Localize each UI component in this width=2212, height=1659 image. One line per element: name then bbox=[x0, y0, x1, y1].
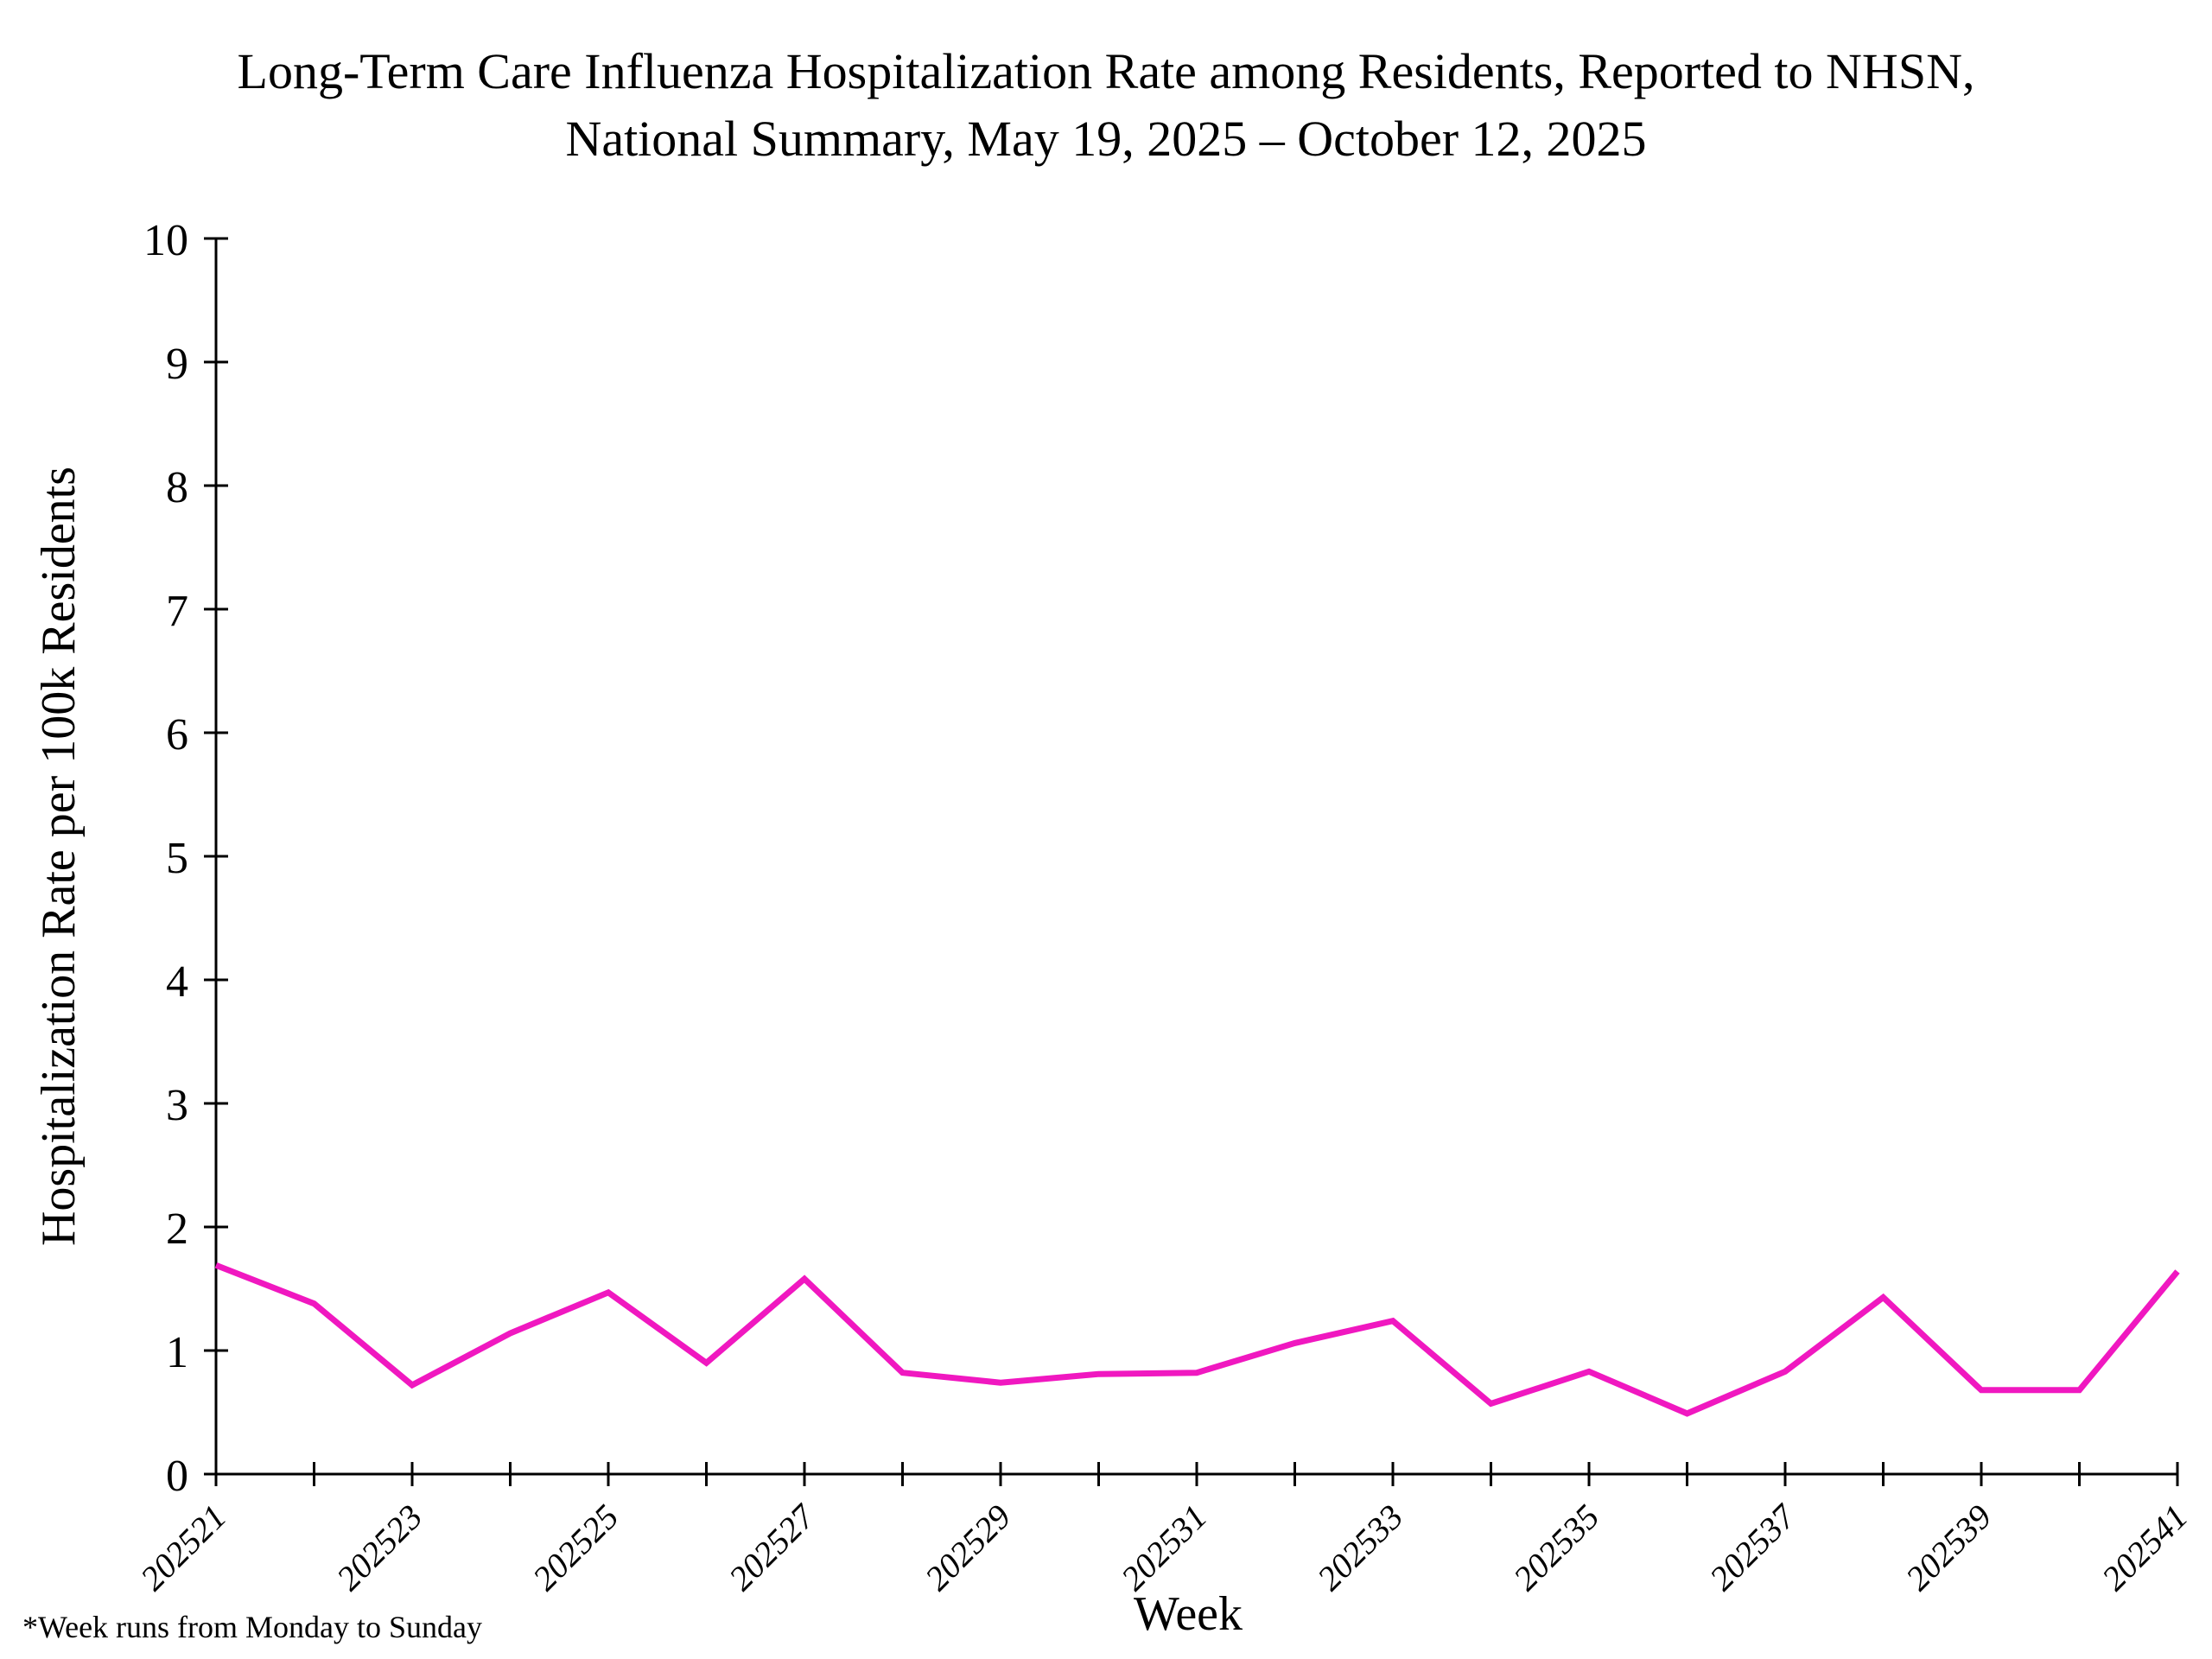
y-tick-label: 8 bbox=[166, 463, 188, 512]
y-tick-label: 2 bbox=[166, 1205, 188, 1254]
y-tick-label: 9 bbox=[166, 340, 188, 389]
y-tick-label: 1 bbox=[166, 1328, 188, 1377]
y-tick-label: 6 bbox=[166, 710, 188, 760]
y-axis-title: Hospitalization Rate per 100k Residents bbox=[32, 467, 86, 1246]
chart-title-line1: Long-Term Care Influenza Hospitalization… bbox=[237, 43, 1975, 99]
hospitalization-rate-line bbox=[214, 1262, 2180, 1417]
y-tick-label: 5 bbox=[166, 834, 188, 883]
x-axis-title: Week bbox=[1134, 1587, 1243, 1641]
chart-title: Long-Term Care Influenza Hospitalization… bbox=[0, 38, 2212, 173]
x-tick-label: 202533 bbox=[1310, 1497, 1411, 1599]
x-tick-label: 202541 bbox=[2094, 1497, 2196, 1599]
x-tick-label: 202525 bbox=[525, 1497, 626, 1599]
x-tick-label: 202529 bbox=[918, 1497, 1019, 1599]
y-tick-label: 10 bbox=[143, 216, 188, 265]
x-tick-label: 202523 bbox=[329, 1497, 430, 1599]
x-tick-label: 202537 bbox=[1702, 1496, 1804, 1598]
x-tick-label: 202521 bbox=[133, 1497, 234, 1599]
footnote: *Week runs from Monday to Sunday bbox=[22, 1610, 483, 1644]
x-tick-label: 202539 bbox=[1898, 1497, 1999, 1599]
y-tick-label: 4 bbox=[166, 957, 188, 1007]
y-tick-label: 3 bbox=[166, 1081, 188, 1130]
y-tick-label: 0 bbox=[166, 1452, 188, 1501]
chart-title-line2: National Summary, May 19, 2025 – October… bbox=[565, 111, 1647, 167]
x-tick-label: 202531 bbox=[1114, 1497, 1215, 1599]
y-tick-label: 7 bbox=[166, 587, 188, 636]
x-tick-label: 202527 bbox=[721, 1496, 823, 1598]
x-tick-label: 202535 bbox=[1506, 1497, 1607, 1599]
